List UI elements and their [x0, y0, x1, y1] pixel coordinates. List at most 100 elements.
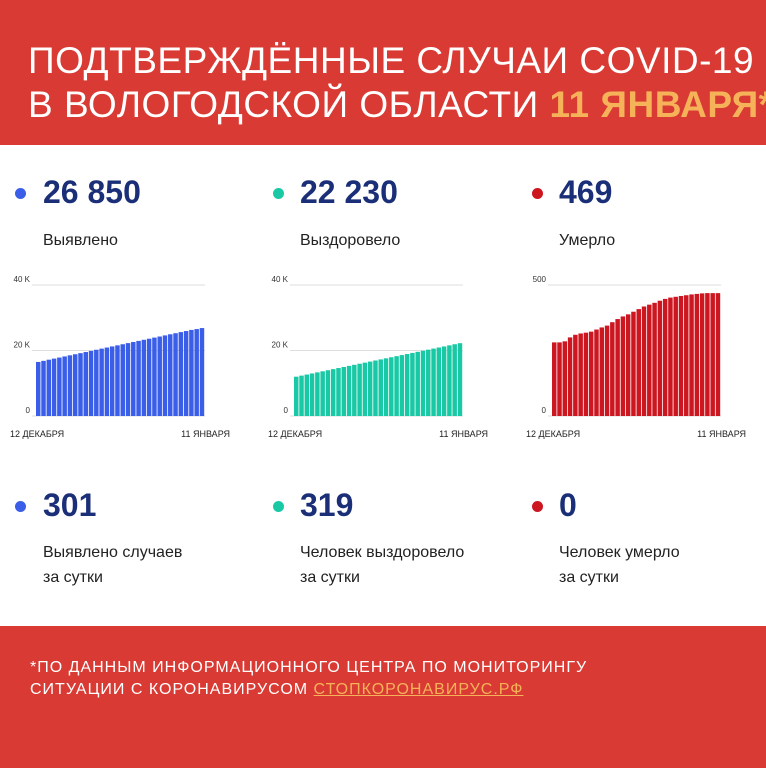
detected-xlabel-start: 12 ДЕКАБРЯ — [10, 429, 64, 439]
recovered-bar — [336, 368, 341, 416]
deaths-bar — [694, 293, 700, 416]
detected-bar — [67, 355, 73, 416]
detected-daily: 301 — [43, 487, 97, 523]
recovered-bar — [325, 370, 331, 416]
deaths-bar — [583, 332, 589, 416]
recovered-bar — [436, 347, 442, 416]
recovered-daily-label-2: за сутки — [300, 569, 360, 586]
deaths-bar — [573, 334, 578, 416]
detected-total-label: Выявлено — [43, 232, 118, 249]
title-date: 11 ЯНВАРЯ* — [549, 84, 766, 125]
deaths-xlabel-start: 12 ДЕКАБРЯ — [526, 429, 580, 439]
detected-bar — [99, 348, 104, 416]
detected-bar — [41, 360, 46, 416]
deaths-ytick-label: 500 — [533, 275, 547, 284]
detected-bar — [94, 349, 99, 416]
detected-bar — [120, 344, 125, 416]
deaths-bar — [705, 293, 710, 416]
recovered-bar — [394, 356, 399, 416]
detected-daily-label-1: Выявлено случаев — [43, 544, 183, 561]
deaths-daily-dot-icon — [532, 501, 543, 512]
recovered-bar — [447, 345, 452, 416]
detected-bar — [115, 345, 120, 416]
deaths-bar — [678, 296, 684, 416]
detected-xlabel-end: 11 ЯНВАРЯ — [181, 429, 230, 439]
recovered-chart-svg: 0 20 K 40 K 12 ДЕКАБРЯ 11 ЯНВАРЯ — [268, 275, 488, 439]
detected-bar — [183, 331, 189, 416]
footer-note-text: СИТУАЦИИ С КОРОНАВИРУСОМ — [30, 681, 309, 698]
detected-bar — [131, 342, 136, 416]
deaths-xlabel-end: 11 ЯНВАРЯ — [697, 429, 746, 439]
deaths-bar — [599, 327, 605, 416]
recovered-bar — [426, 349, 431, 416]
recovered-bar — [404, 354, 410, 416]
deaths-chart: 0 500 12 ДЕКАБРЯ 11 ЯНВАРЯ — [516, 275, 766, 450]
recovered-daily-label-1: Человек выздоровело — [300, 544, 465, 561]
recovered-bar — [410, 352, 415, 416]
recovered-bar — [341, 366, 347, 416]
detected-bar — [199, 328, 205, 416]
deaths-bar — [594, 329, 599, 416]
recovered-daily-dot-icon — [273, 501, 284, 512]
deaths-bar — [636, 309, 641, 416]
deaths-bar — [641, 306, 647, 416]
detected-dot-icon — [15, 188, 26, 199]
recovered-bar — [415, 351, 420, 416]
deaths-bar — [673, 296, 678, 416]
deaths-daily: 0 — [559, 487, 577, 523]
title-line-2: В ВОЛОГОДСКОЙ ОБЛАСТИ 11 ЯНВАРЯ* — [28, 84, 766, 126]
detected-bar — [189, 329, 194, 416]
detected-bar — [162, 335, 168, 416]
recovered-xlabel-start: 12 ДЕКАБРЯ — [268, 429, 322, 439]
deaths-bar — [620, 316, 626, 416]
deaths-bar — [562, 341, 568, 416]
title-line-1: ПОДТВЕРЖДЁННЫЕ СЛУЧАИ COVID-19 — [28, 40, 755, 81]
deaths-bar — [557, 342, 562, 416]
deaths-bar — [631, 311, 636, 416]
source-link[interactable]: СТОПКОРОНАВИРУС.РФ — [313, 681, 524, 698]
detected-bar — [51, 358, 57, 416]
recovered-bar — [441, 346, 447, 416]
deaths-bar — [552, 342, 557, 416]
recovered-bar — [452, 344, 457, 416]
deaths-bar — [615, 319, 620, 416]
recovered-bar — [304, 374, 310, 416]
detected-bar — [152, 337, 157, 416]
recovered-bar — [420, 350, 426, 416]
deaths-dot-icon — [532, 188, 543, 199]
deaths-daily-label-2: за сутки — [559, 569, 619, 586]
recovered-ytick-label: 20 K — [272, 341, 289, 350]
detected-total: 26 850 — [43, 174, 141, 210]
recovered-bar — [309, 373, 315, 416]
detected-bar — [57, 357, 62, 416]
detected-bar — [194, 329, 199, 416]
deaths-bar — [567, 337, 573, 416]
recovered-bar — [373, 360, 378, 416]
detected-chart: 0 20 K 40 K 12 ДЕКАБРЯ 11 ЯНВАРЯ — [0, 275, 250, 450]
recovered-bar — [399, 355, 405, 416]
detected-bar — [157, 336, 162, 416]
deaths-bar — [684, 295, 689, 416]
deaths-bar — [610, 322, 615, 416]
recovered-bar — [367, 361, 373, 416]
recovered-total: 22 230 — [300, 174, 398, 210]
detected-bar — [109, 346, 115, 416]
deaths-total: 469 — [559, 174, 613, 210]
recovered-bar — [294, 376, 299, 416]
recovered-bar — [378, 359, 383, 416]
deaths-bar — [662, 298, 668, 416]
detected-bar — [168, 334, 173, 416]
detected-bar — [141, 339, 147, 416]
deaths-bar — [715, 293, 721, 416]
footer-note-line-1: *ПО ДАННЫМ ИНФОРМАЦИОННОГО ЦЕНТРА ПО МОН… — [30, 659, 588, 676]
recovered-bar — [346, 365, 352, 416]
detected-ytick-label: 20 K — [14, 341, 31, 350]
recovered-xlabel-end: 11 ЯНВАРЯ — [439, 429, 488, 439]
recovered-bar — [357, 363, 362, 416]
detected-ytick-label: 0 — [26, 406, 31, 415]
recovered-bar — [362, 362, 368, 416]
deaths-ytick-label: 0 — [542, 406, 547, 415]
detected-bar — [36, 361, 41, 416]
detected-daily-label-2: за сутки — [43, 569, 103, 586]
detected-bar — [72, 354, 78, 416]
